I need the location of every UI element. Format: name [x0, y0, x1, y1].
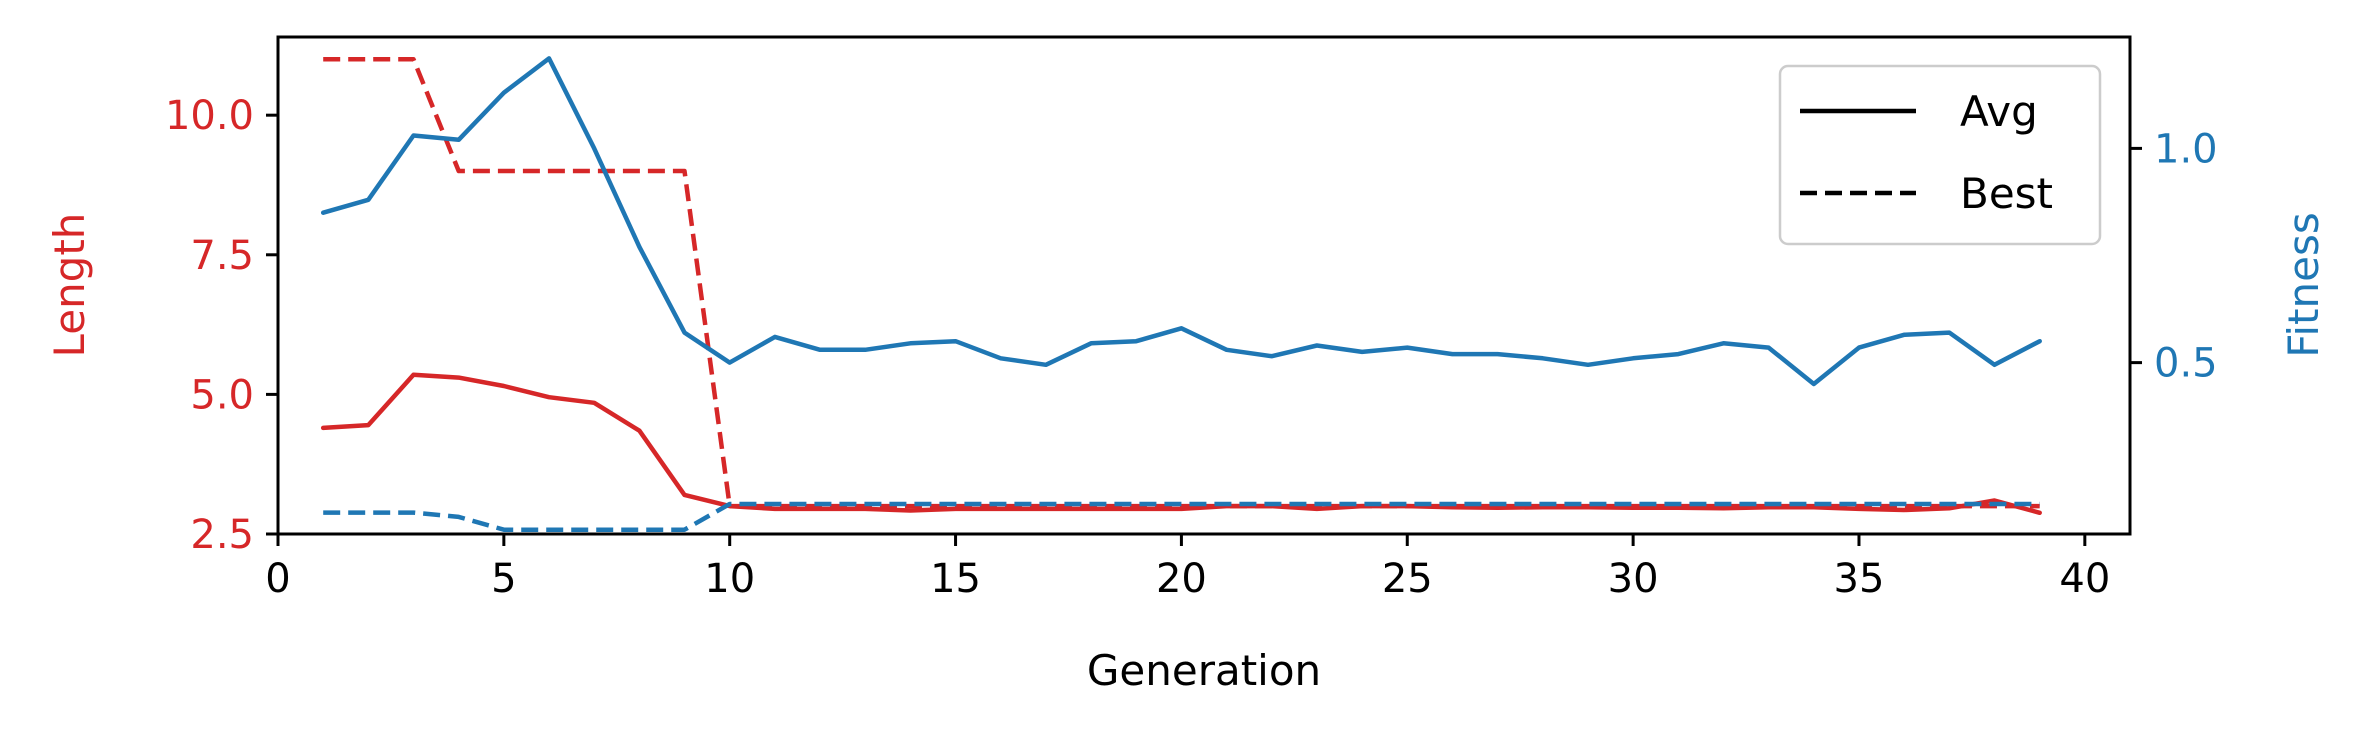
left-tick-label: 7.5 — [190, 233, 254, 279]
right-axis-ticks: 0.5 1.0 — [2130, 126, 2218, 387]
right-axis-title: Fitness — [2279, 212, 2328, 357]
x-axis-ticks: 0 5 10 15 20 25 30 35 40 — [265, 534, 2110, 602]
series-right-avg-line — [320, 56, 2042, 387]
x-tick-label: 35 — [1834, 556, 1885, 602]
x-tick-label: 25 — [1382, 556, 1433, 602]
left-tick-label: 2.5 — [190, 512, 254, 558]
series-right-best-line — [323, 501, 2040, 532]
x-tick-label: 10 — [704, 556, 755, 602]
x-tick-label: 40 — [2059, 556, 2110, 602]
left-tick-label: 5.0 — [190, 372, 254, 418]
left-axis-ticks: 2.5 5.0 7.5 10.0 — [165, 93, 278, 558]
legend: Avg Best — [1778, 64, 2102, 246]
x-tick-label: 15 — [930, 556, 981, 602]
right-tick-label: 0.5 — [2154, 341, 2218, 387]
x-tick-label: 20 — [1156, 556, 1207, 602]
left-axis-title: Length — [45, 213, 94, 358]
x-tick-label: 30 — [1608, 556, 1659, 602]
x-tick-label: 5 — [491, 556, 516, 602]
legend-avg-label: Avg — [1960, 87, 2038, 136]
legend-best-label: Best — [1960, 169, 2053, 218]
left-tick-label: 10.0 — [165, 93, 254, 139]
x-axis-title: Generation — [1087, 646, 1321, 695]
plot-lines — [320, 56, 2042, 532]
x-tick-label: 0 — [265, 556, 290, 602]
right-tick-label: 1.0 — [2154, 126, 2218, 172]
plot-frame — [276, 35, 2132, 536]
series-left-avg-line — [320, 372, 2042, 516]
